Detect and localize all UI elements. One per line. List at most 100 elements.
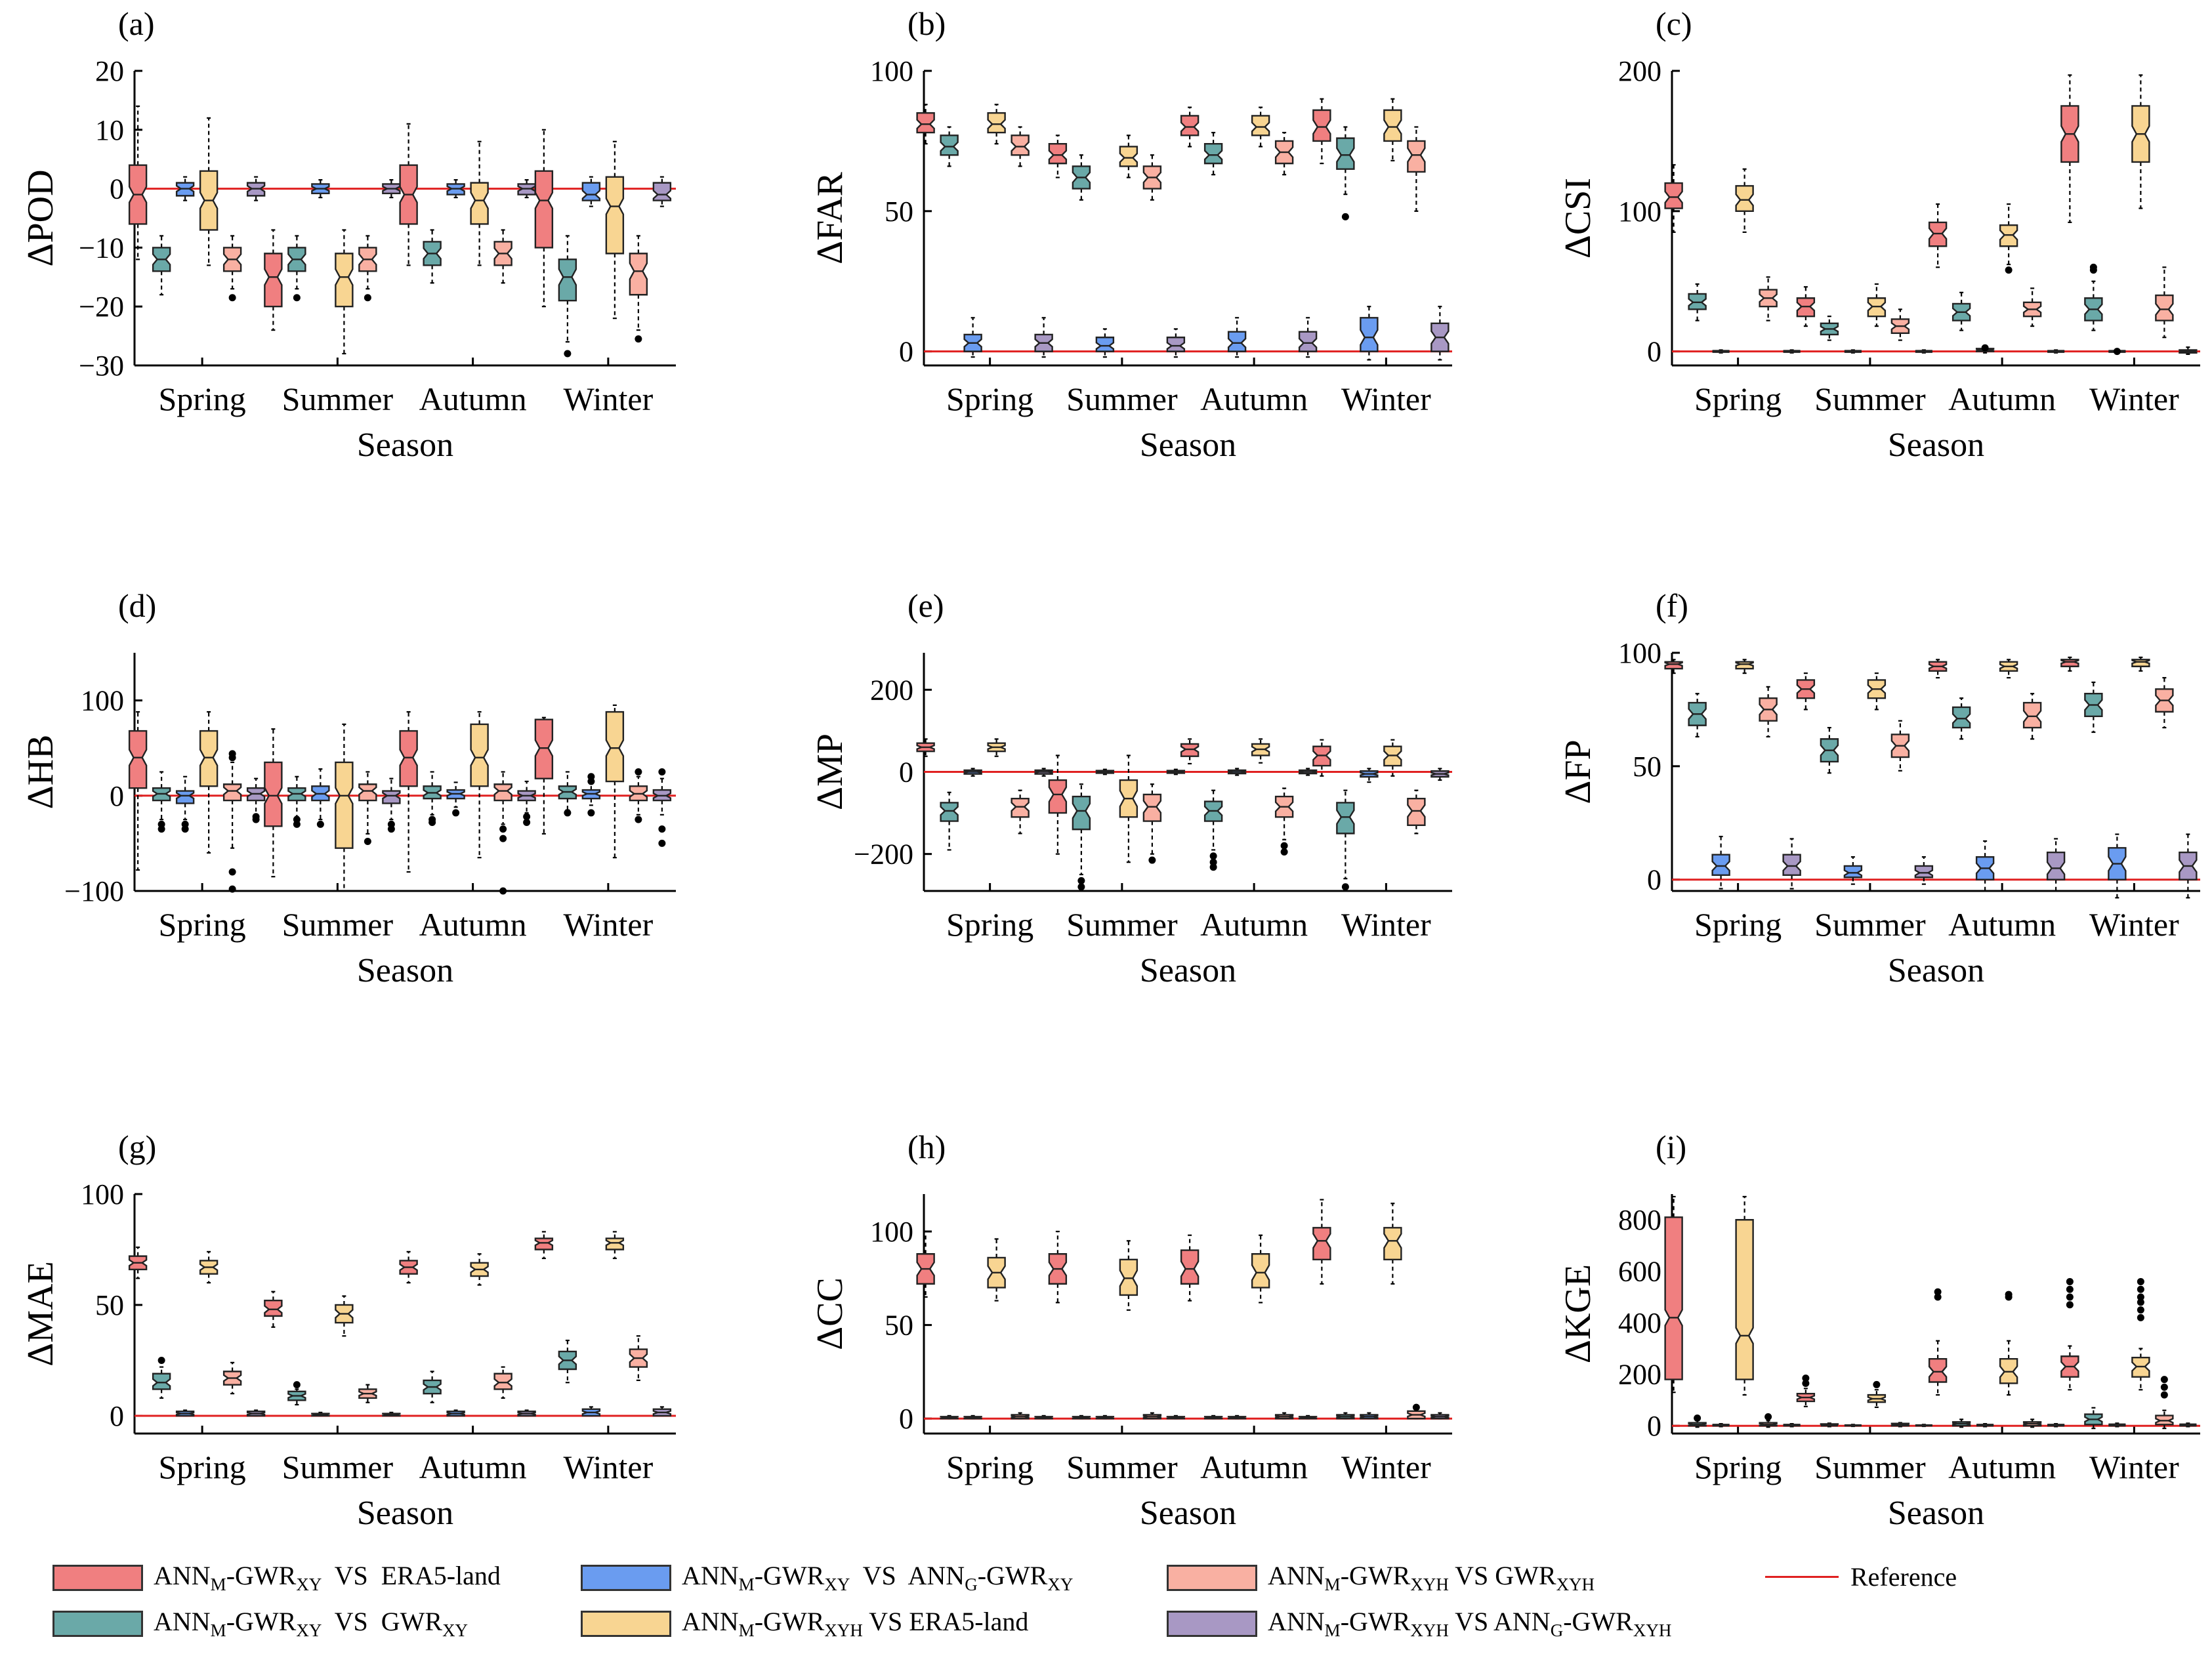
box-s1 bbox=[1048, 1230, 1068, 1304]
box-s1 bbox=[1312, 739, 1331, 777]
outlier-point bbox=[1802, 1379, 1810, 1387]
outlier-point bbox=[658, 839, 666, 847]
legend-item-s1: ANNM-GWRXY VS ERA5-land bbox=[52, 1560, 501, 1595]
box-s2 bbox=[1336, 1412, 1355, 1420]
box-s2 bbox=[287, 235, 306, 302]
box-body bbox=[1360, 317, 1379, 352]
outlier-point bbox=[1077, 877, 1085, 884]
box-s1 bbox=[1048, 134, 1068, 178]
box-s5 bbox=[1759, 1413, 1778, 1428]
box-s5 bbox=[1011, 1412, 1030, 1420]
box-body bbox=[1166, 337, 1186, 352]
box-s6 bbox=[1034, 317, 1053, 358]
y-tick-label: 0 bbox=[1647, 1410, 1661, 1442]
legend-swatch bbox=[1167, 1564, 1257, 1591]
outlier-point bbox=[1694, 1414, 1701, 1422]
box-s4 bbox=[1383, 1203, 1402, 1285]
y-axis-title: ΔPOD bbox=[20, 169, 61, 266]
box-body bbox=[222, 783, 242, 802]
box-s3 bbox=[1711, 835, 1730, 890]
box-body bbox=[916, 112, 935, 134]
outlier-point bbox=[2160, 1376, 2168, 1384]
box-s5 bbox=[1407, 789, 1426, 835]
outlier-point bbox=[293, 820, 301, 828]
outlier-point bbox=[2137, 1298, 2144, 1306]
box-s3 bbox=[963, 1415, 982, 1420]
y-axis-title: ΔMAE bbox=[20, 1261, 61, 1366]
legend-label: ANNM-GWRXY VS ERA5-land bbox=[154, 1561, 501, 1594]
x-tick-label: Summer bbox=[282, 1449, 394, 1485]
box-body bbox=[1735, 1219, 1754, 1380]
box-s4 bbox=[1999, 203, 2018, 274]
outlier-point bbox=[364, 837, 371, 845]
outlier-point bbox=[499, 825, 507, 833]
x-tick-label: Autumn bbox=[419, 1449, 527, 1485]
x-tick-label: Spring bbox=[946, 906, 1033, 943]
box-s4 bbox=[987, 738, 1006, 757]
box-s1 bbox=[1180, 106, 1200, 148]
box-s2 bbox=[1951, 291, 1971, 331]
box-body bbox=[493, 783, 512, 802]
box-s4 bbox=[1999, 1291, 2018, 1396]
box-body bbox=[1735, 661, 1754, 670]
y-tick-label: 50 bbox=[95, 1289, 124, 1321]
box-s2 bbox=[1688, 693, 1707, 738]
y-axis-title: ΔCSI bbox=[1558, 178, 1598, 258]
outlier-point bbox=[228, 868, 236, 876]
box-s6 bbox=[382, 1411, 401, 1417]
legend-label: ANNM-GWRXYH VS ANNG-GWRXYH bbox=[1268, 1607, 1672, 1640]
y-tick-label: 100 bbox=[81, 1178, 124, 1210]
box-s2 bbox=[1072, 154, 1091, 201]
box-body bbox=[493, 1373, 512, 1390]
box-s1 bbox=[399, 711, 418, 873]
outlier-point bbox=[428, 818, 436, 826]
panel-label: (b) bbox=[908, 5, 946, 42]
box-s2 bbox=[152, 235, 171, 296]
box-s4 bbox=[1251, 106, 1270, 148]
legend-item-s4: ANNM-GWRXYH VS ERA5-land bbox=[581, 1606, 1028, 1641]
x-tick-label: Spring bbox=[1694, 381, 1782, 417]
box-s1 bbox=[1928, 1288, 1948, 1396]
outlier-point bbox=[499, 887, 507, 895]
x-tick-label: Summer bbox=[282, 906, 394, 943]
box-s6 bbox=[1166, 1415, 1186, 1420]
box-s5 bbox=[1142, 783, 1162, 864]
x-tick-label: Spring bbox=[946, 381, 1033, 417]
x-tick-label: Summer bbox=[1814, 381, 1926, 417]
box-s2 bbox=[1951, 1418, 1971, 1428]
box-s3 bbox=[1844, 349, 1862, 354]
box-s6 bbox=[1783, 349, 1801, 354]
box-body bbox=[534, 170, 554, 249]
box-s2 bbox=[423, 1371, 442, 1403]
box-body bbox=[1251, 115, 1270, 136]
box-s3 bbox=[446, 1409, 465, 1417]
box-s3 bbox=[963, 768, 982, 777]
y-tick-label: 50 bbox=[885, 1310, 913, 1342]
box-s1 bbox=[1796, 672, 1816, 711]
x-tick-label: Winter bbox=[1341, 381, 1431, 417]
x-axis-title: Season bbox=[1140, 952, 1236, 989]
x-tick-label: Autumn bbox=[1948, 906, 2056, 943]
box-s2 bbox=[940, 791, 959, 851]
box-s3 bbox=[581, 176, 601, 207]
box-s2 bbox=[152, 771, 171, 833]
box-body bbox=[1383, 109, 1402, 142]
y-axis-title: ΔFAR bbox=[810, 171, 850, 264]
outlier-point bbox=[1802, 1374, 1810, 1382]
box-body bbox=[1048, 142, 1068, 165]
box-s6 bbox=[1298, 317, 1318, 358]
x-tick-label: Winter bbox=[2089, 906, 2179, 943]
box-body bbox=[2022, 701, 2042, 729]
outlier-point bbox=[1412, 1403, 1420, 1411]
outlier-point bbox=[523, 818, 531, 826]
box-s3 bbox=[175, 775, 195, 833]
box-s3 bbox=[1975, 840, 1995, 892]
panel-label: (d) bbox=[118, 587, 156, 624]
box-s3 bbox=[311, 179, 330, 199]
y-tick-label: 200 bbox=[1618, 55, 1661, 87]
x-tick-label: Winter bbox=[1341, 906, 1431, 943]
panel-label: (a) bbox=[118, 5, 155, 42]
x-tick-label: Autumn bbox=[419, 906, 527, 943]
outlier-point bbox=[1209, 863, 1217, 871]
box-body bbox=[1180, 115, 1200, 136]
